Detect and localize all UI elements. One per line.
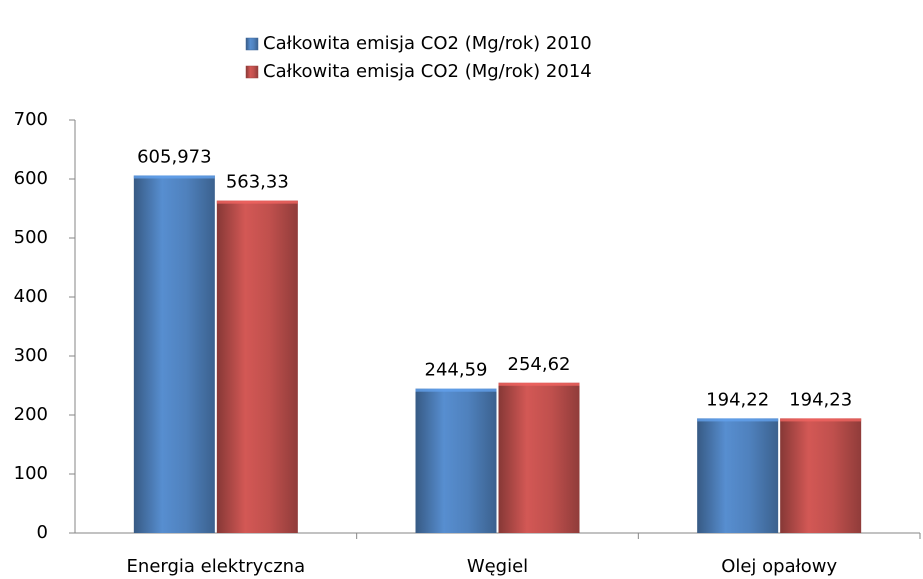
legend-label: Całkowita emisja CO2 (Mg/rok) 2014 [263, 61, 592, 82]
bar-top [697, 418, 779, 422]
y-tick-label: 0 [37, 522, 48, 543]
data-label: 194,22 [706, 389, 769, 410]
y-tick-label: 100 [14, 463, 48, 484]
bar-top [216, 200, 298, 204]
y-tick-label: 400 [14, 286, 48, 307]
y-tick-label: 600 [14, 168, 48, 189]
data-label: 605,973 [137, 146, 211, 167]
data-label: 244,59 [425, 360, 488, 381]
bar [498, 382, 580, 533]
x-tick-label: Energia elektryczna [127, 556, 306, 577]
legend-marker [245, 37, 259, 51]
y-tick-label: 700 [14, 109, 48, 130]
bar-top [415, 388, 497, 392]
legend-marker [245, 65, 259, 79]
bar-top [780, 418, 862, 422]
bar [415, 388, 497, 533]
y-tick-label: 200 [14, 404, 48, 425]
bar [697, 418, 779, 533]
y-tick-label: 300 [14, 345, 48, 366]
data-label: 563,33 [226, 172, 289, 193]
x-tick-label: Olej opałowy [721, 556, 837, 577]
bar [780, 418, 862, 533]
bar [216, 200, 298, 533]
bar [133, 175, 215, 533]
legend-label: Całkowita emisja CO2 (Mg/rok) 2010 [263, 33, 592, 54]
bar-top [133, 175, 215, 179]
x-tick-label: Węgiel [467, 556, 528, 577]
y-tick-label: 500 [14, 227, 48, 248]
bar-top [498, 382, 580, 386]
data-label: 254,62 [508, 354, 571, 375]
data-label: 194,23 [789, 389, 852, 410]
